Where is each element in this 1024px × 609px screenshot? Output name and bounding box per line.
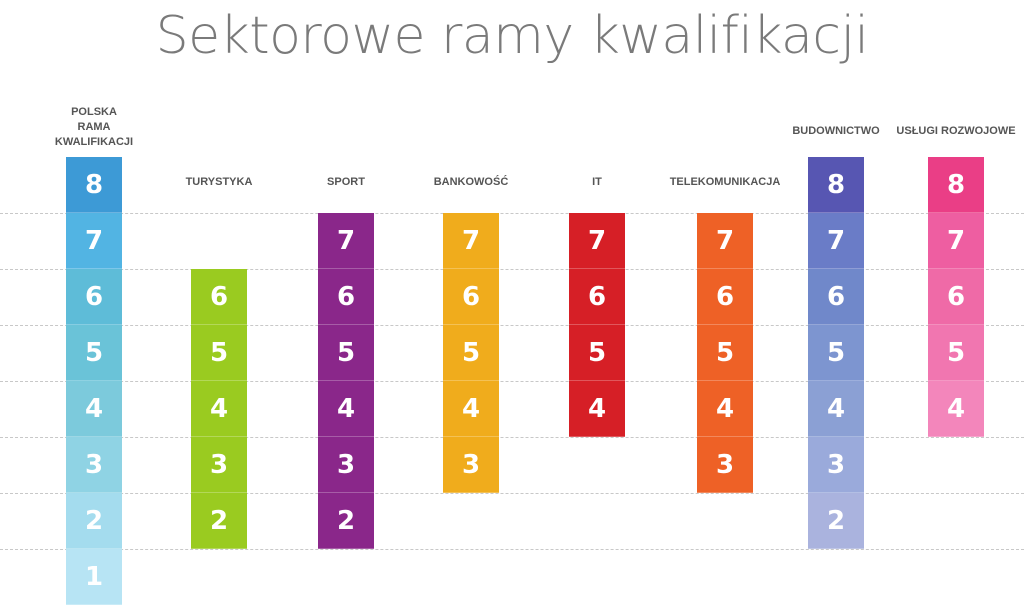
level-cell-5: 5: [808, 325, 864, 381]
level-cell-7: 7: [66, 213, 122, 269]
level-cell-8: 8: [928, 157, 984, 213]
level-cell-6: 6: [443, 269, 499, 325]
level-cell-5: 5: [318, 325, 374, 381]
level-cell-5: 5: [66, 325, 122, 381]
level-cell-3: 3: [66, 437, 122, 493]
level-gridline: [0, 549, 1024, 550]
level-cell-5: 5: [928, 325, 984, 381]
level-cell-6: 6: [191, 269, 247, 325]
level-cell-4: 4: [191, 381, 247, 437]
level-cell-6: 6: [66, 269, 122, 325]
level-cell-7: 7: [697, 213, 753, 269]
level-cell-3: 3: [318, 437, 374, 493]
level-cell-8: 8: [808, 157, 864, 213]
level-cell-3: 3: [808, 437, 864, 493]
level-cell-5: 5: [569, 325, 625, 381]
level-cell-2: 2: [318, 493, 374, 549]
level-cell-7: 7: [569, 213, 625, 269]
level-cell-5: 5: [443, 325, 499, 381]
page-title: Sektorowe ramy kwalifikacji: [155, 6, 869, 66]
level-gridline: [0, 381, 1024, 382]
level-cell-6: 6: [808, 269, 864, 325]
level-cell-2: 2: [808, 493, 864, 549]
level-cell-6: 6: [697, 269, 753, 325]
column-label: IT: [592, 176, 602, 188]
column-label: USŁUGI ROZWOJOWE: [896, 125, 1016, 137]
level-cell-4: 4: [697, 381, 753, 437]
level-cell-4: 4: [318, 381, 374, 437]
level-cell-6: 6: [928, 269, 984, 325]
level-cell-7: 7: [808, 213, 864, 269]
column-label: KWALIFIKACJI: [54, 136, 134, 148]
level-cell-3: 3: [697, 437, 753, 493]
level-cell-2: 2: [191, 493, 247, 549]
column-label: BANKOWOŚĆ: [433, 176, 509, 188]
level-cell-5: 5: [191, 325, 247, 381]
level-cell-8: 8: [66, 157, 122, 213]
column-label: RAMA: [77, 121, 111, 133]
level-cell-3: 3: [191, 437, 247, 493]
level-cell-4: 4: [808, 381, 864, 437]
level-cell-5: 5: [697, 325, 753, 381]
level-cell-4: 4: [569, 381, 625, 437]
level-cell-2: 2: [66, 493, 122, 549]
level-cell-7: 7: [318, 213, 374, 269]
level-cell-1: 1: [66, 549, 122, 605]
level-cell-4: 4: [66, 381, 122, 437]
level-cell-6: 6: [569, 269, 625, 325]
column-label: BUDOWNICTWO: [792, 125, 880, 137]
level-cell-4: 4: [443, 381, 499, 437]
level-cell-7: 7: [443, 213, 499, 269]
level-cell-4: 4: [928, 381, 984, 437]
column-label: POLSKA: [71, 106, 117, 118]
column-label: SPORT: [327, 176, 365, 188]
level-gridline: [0, 213, 1024, 214]
column-label: TURYSTYKA: [185, 176, 253, 188]
level-gridline: [0, 269, 1024, 270]
level-cell-6: 6: [318, 269, 374, 325]
level-cell-3: 3: [443, 437, 499, 493]
column-label: TELEKOMUNIKACJA: [669, 176, 781, 188]
level-gridline: [0, 325, 1024, 326]
level-gridline: [0, 437, 1024, 438]
level-gridline: [0, 493, 1024, 494]
level-cell-7: 7: [928, 213, 984, 269]
